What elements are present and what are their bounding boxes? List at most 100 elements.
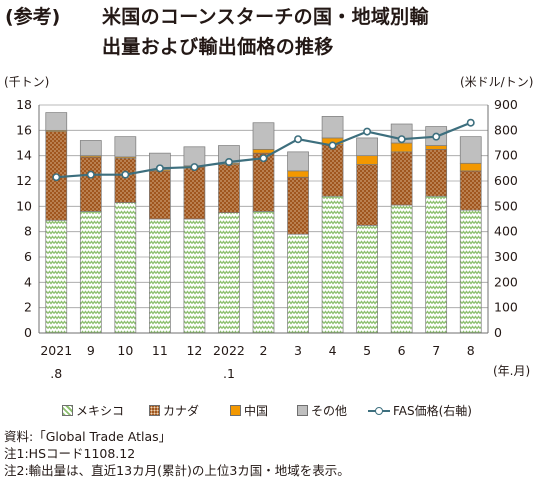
bar-other-12: [459, 136, 482, 164]
left-tick-label-6: 6: [24, 249, 32, 264]
price-point-7: [294, 135, 303, 144]
x-axis-unit: (年.月): [493, 364, 531, 378]
bar-mexico-0: [45, 219, 68, 334]
price-point-3: [155, 164, 164, 173]
bar-canada-9: [356, 164, 378, 226]
legend-swatch-canada: [149, 405, 160, 416]
bar-canada-8: [321, 143, 344, 197]
x-tick-label-7: 3: [294, 343, 302, 358]
bar-canada-12: [459, 170, 482, 211]
right-tick-label-100: 100: [494, 300, 518, 315]
legend-swatch-mexico: [62, 405, 73, 416]
bar-canada-2: [114, 157, 137, 203]
bar-mexico-3: [149, 218, 171, 334]
right-tick-label-0: 0: [494, 325, 502, 340]
right-tick-label-700: 700: [494, 148, 518, 163]
bar-canada-3: [149, 170, 171, 220]
legend-label-canada: カナダ: [163, 404, 200, 418]
chart-title-line2: 出量および輸出価格の推移: [102, 36, 334, 58]
x-tick-label-3: 11: [152, 343, 168, 358]
left-axis-unit: (千トン): [4, 75, 50, 89]
bar-china-11: [425, 145, 448, 150]
x-tick-sublabel-0: .8: [50, 366, 62, 381]
right-tick-label-200: 200: [494, 274, 518, 289]
bar-china-12: [459, 162, 482, 172]
price-point-5: [224, 158, 233, 167]
bar-other-7: [287, 151, 309, 172]
x-tick-label-6: 2: [260, 343, 268, 358]
right-tick-label-900: 900: [494, 97, 518, 112]
x-tick-label-0: 2021: [40, 343, 72, 358]
x-tick-label-5: 2022: [213, 343, 245, 358]
x-tick-label-11: 7: [432, 343, 440, 358]
title-prefix: (参考): [5, 6, 61, 28]
legend-item-canada: カナダ: [149, 402, 199, 419]
legend-item-other: その他: [297, 402, 347, 419]
left-tick-label-4: 4: [24, 274, 32, 289]
price-point-1: [86, 170, 95, 179]
bar-mexico-2: [114, 202, 137, 334]
bar-canada-5: [218, 164, 240, 214]
bar-china-7: [287, 170, 309, 178]
x-tick-label-8: 4: [329, 343, 337, 358]
x-tick-label-4: 12: [186, 343, 202, 358]
left-tick-label-2: 2: [24, 300, 32, 315]
legend-label-other: その他: [311, 404, 348, 418]
bar-canada-7: [287, 176, 309, 235]
left-tick-label-14: 14: [16, 148, 32, 163]
price-point-0: [52, 173, 61, 182]
left-tick-label-0: 0: [24, 325, 32, 340]
bar-other-6: [252, 122, 275, 150]
bar-other-4: [183, 146, 206, 167]
bar-mexico-8: [321, 195, 344, 334]
right-tick-label-500: 500: [494, 198, 518, 213]
right-tick-label-400: 400: [494, 224, 518, 239]
x-tick-label-12: 8: [467, 343, 475, 358]
right-tick-label-600: 600: [494, 173, 518, 188]
note-2: 注2:輸出量は、直近13カ月(累計)の上位3カ国・地域を表示。: [4, 463, 350, 478]
x-tick-label-9: 5: [363, 343, 371, 358]
bar-mexico-11: [425, 195, 448, 334]
bar-mexico-6: [252, 211, 275, 334]
legend-swatch-other: [297, 405, 308, 416]
right-tick-label-800: 800: [494, 122, 518, 137]
price-point-2: [121, 170, 130, 179]
legend-swatch-price: [368, 405, 390, 416]
bar-other-2: [114, 136, 137, 158]
legend-item-price: FAS価格(右軸): [368, 402, 472, 419]
x-tick-label-2: 10: [117, 343, 133, 358]
bar-china-6: [252, 148, 275, 154]
bar-mexico-12: [459, 209, 482, 334]
bar-canada-4: [183, 166, 206, 220]
note-1: 注1:HSコード1108.12: [4, 446, 136, 461]
left-tick-label-12: 12: [16, 173, 32, 188]
price-point-10: [397, 135, 406, 144]
bar-canada-10: [390, 151, 413, 206]
right-axis-unit: (米ドル/トン): [460, 75, 534, 89]
left-tick-label-16: 16: [16, 122, 32, 137]
right-tick-label-300: 300: [494, 249, 518, 264]
notes-block: 資料:「Global Trade Atlas」 注1:HSコード1108.12 …: [4, 428, 350, 479]
bar-mexico-4: [183, 218, 206, 334]
bar-other-1: [79, 140, 102, 157]
legend-label-price: FAS価格(右軸): [393, 404, 472, 418]
price-point-8: [328, 141, 337, 150]
bar-other-0: [45, 112, 68, 131]
left-tick-label-10: 10: [16, 198, 32, 213]
legend-label-mexico: メキシコ: [76, 404, 125, 418]
x-tick-label-1: 9: [87, 343, 95, 358]
bar-china-10: [390, 142, 413, 153]
bar-mexico-1: [79, 211, 102, 334]
x-tick-label-10: 6: [398, 343, 406, 358]
left-tick-label-18: 18: [16, 97, 32, 112]
bar-other-8: [321, 116, 344, 139]
bar-canada-11: [425, 148, 448, 197]
bar-mexico-9: [356, 224, 378, 334]
legend-item-mexico: メキシコ: [62, 402, 124, 419]
legend: メキシコ カナダ 中国 その他 FAS価格(右軸): [0, 398, 548, 422]
bar-mexico-10: [390, 204, 413, 334]
source-note: 資料:「Global Trade Atlas」: [4, 429, 172, 444]
price-point-9: [363, 127, 372, 136]
bar-china-9: [356, 155, 378, 165]
chart-svg: 0 2 4 6 8 10 12 14 16 18 0 100 200 300 400 500 600 700 800…: [16, 97, 518, 381]
